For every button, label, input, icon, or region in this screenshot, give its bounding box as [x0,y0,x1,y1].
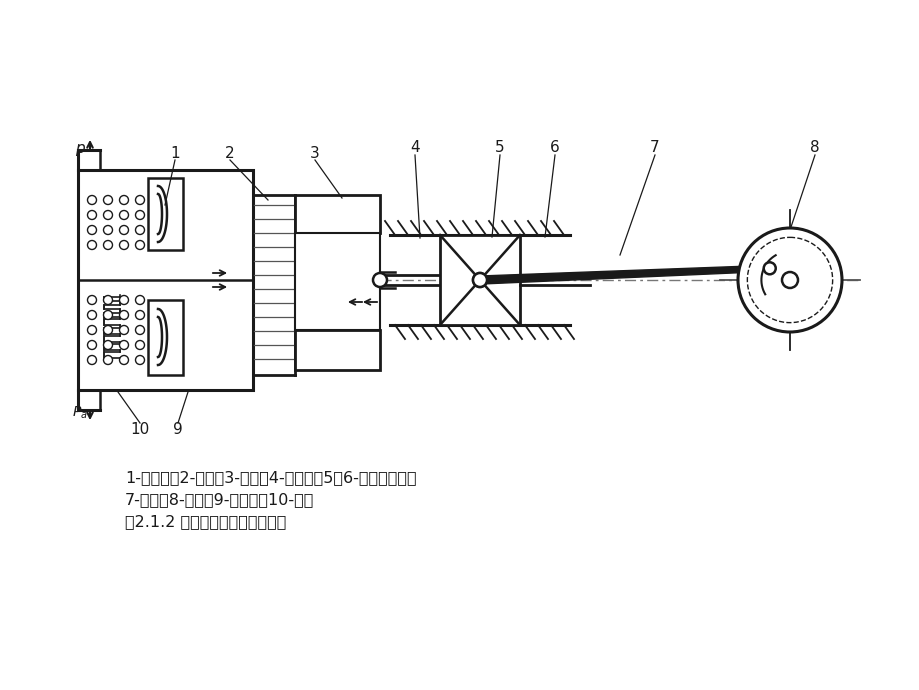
Circle shape [119,295,129,304]
Circle shape [472,273,486,287]
Circle shape [103,326,112,335]
Text: 8: 8 [810,141,819,155]
Circle shape [135,241,144,250]
Text: 4: 4 [410,141,419,155]
Text: 6: 6 [550,141,560,155]
Text: 9: 9 [173,422,183,437]
Circle shape [119,195,129,204]
Text: $P_a$: $P_a$ [72,405,87,421]
Bar [439,235,519,325]
Circle shape [372,273,387,287]
Circle shape [135,326,144,335]
Text: 5: 5 [494,141,505,155]
Text: $p$: $p$ [75,142,86,158]
Circle shape [119,241,129,250]
Text: 7: 7 [650,141,659,155]
Text: 图2.1.2 活塞式空压机工作原理图: 图2.1.2 活塞式空压机工作原理图 [125,514,286,529]
Circle shape [135,355,144,364]
Circle shape [87,310,96,319]
Bar [295,195,380,233]
Circle shape [763,262,775,275]
Circle shape [119,210,129,219]
Circle shape [103,210,112,219]
Circle shape [103,355,112,364]
Circle shape [103,195,112,204]
Circle shape [87,355,96,364]
Circle shape [119,310,129,319]
Text: 7-连杆；8-曲柄；9-吸气阀；10-弹簧: 7-连杆；8-曲柄；9-吸气阀；10-弹簧 [125,492,314,507]
Circle shape [135,226,144,235]
Bar [295,330,380,370]
Circle shape [87,340,96,350]
Circle shape [135,210,144,219]
Circle shape [87,195,96,204]
Circle shape [87,241,96,250]
Circle shape [119,226,129,235]
Circle shape [119,355,129,364]
Circle shape [737,228,841,332]
Circle shape [87,210,96,219]
Polygon shape [480,265,771,284]
Text: 10: 10 [130,422,150,437]
Circle shape [135,310,144,319]
Circle shape [135,340,144,350]
Circle shape [103,226,112,235]
Circle shape [135,195,144,204]
Text: 3: 3 [310,146,320,161]
Circle shape [135,295,144,304]
Bar [148,300,183,375]
Bar [148,178,183,250]
Text: 1: 1 [170,146,179,161]
Bar [295,233,380,330]
Circle shape [103,340,112,350]
Text: 2: 2 [225,146,234,161]
Circle shape [103,295,112,304]
Circle shape [87,326,96,335]
Bar [78,170,253,390]
Circle shape [781,272,797,288]
Circle shape [472,273,486,287]
Circle shape [119,326,129,335]
Circle shape [103,310,112,319]
Circle shape [87,226,96,235]
Circle shape [87,295,96,304]
Circle shape [119,340,129,350]
Circle shape [103,241,112,250]
Text: 1-排气阀；2-气缸；3-活塞；4-活塞杆；5、6-滑块与滑道；: 1-排气阀；2-气缸；3-活塞；4-活塞杆；5、6-滑块与滑道； [125,470,416,485]
